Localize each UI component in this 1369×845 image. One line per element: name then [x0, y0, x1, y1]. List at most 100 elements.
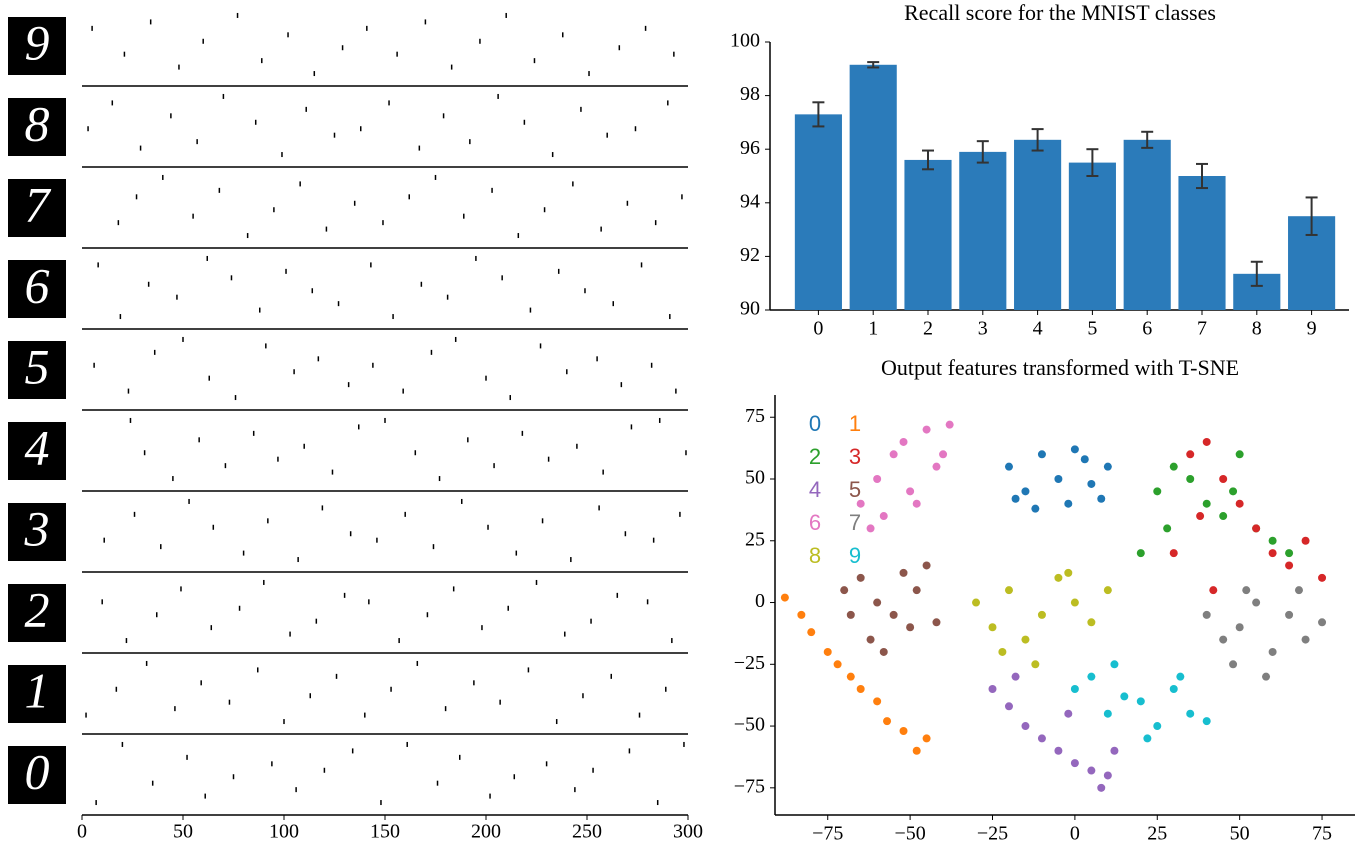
point	[1004, 462, 1013, 471]
x-tick-label: −75	[812, 823, 843, 845]
point	[1176, 672, 1185, 681]
digit-label: 2	[25, 581, 50, 637]
x-tick-label: 0	[1070, 823, 1080, 845]
point	[856, 499, 865, 508]
y-tick-label: 100	[730, 30, 760, 52]
point	[912, 586, 921, 595]
point	[899, 437, 908, 446]
point	[1202, 437, 1211, 446]
point	[1070, 759, 1079, 768]
digit-label: 9	[25, 14, 50, 70]
point	[1235, 450, 1244, 459]
digit-image	[8, 746, 66, 804]
digit-label: 7	[25, 176, 52, 232]
legend-entry: 2	[809, 444, 821, 469]
error-bar	[976, 140, 989, 164]
y-tick-label: 25	[745, 528, 765, 550]
y-tick-label: −50	[734, 714, 765, 736]
digit-image	[8, 98, 66, 156]
point	[1097, 494, 1106, 503]
digit-image	[8, 584, 66, 642]
point	[1021, 487, 1030, 496]
bar	[904, 159, 952, 310]
x-tick-label: −50	[894, 823, 925, 845]
y-tick-label: 92	[740, 244, 760, 266]
point	[1087, 618, 1096, 627]
point	[873, 697, 882, 706]
point	[1136, 697, 1145, 706]
x-tick-label: 6	[1142, 318, 1152, 340]
point	[866, 635, 875, 644]
error-bar	[1196, 162, 1208, 190]
point	[899, 727, 908, 735]
point	[906, 623, 915, 632]
x-tick-label: 50	[173, 821, 193, 843]
point	[797, 610, 806, 619]
point	[1285, 610, 1294, 619]
x-tick-label: 50	[1230, 823, 1250, 845]
point	[972, 598, 981, 607]
point	[807, 628, 816, 637]
point	[1037, 450, 1046, 459]
digit-label: 3	[24, 500, 50, 556]
point	[998, 647, 1007, 656]
legend-entry: 0	[809, 411, 821, 436]
point	[1021, 722, 1030, 731]
point	[840, 586, 849, 595]
x-tick-label: 100	[269, 821, 299, 843]
point	[1285, 561, 1294, 570]
point	[856, 573, 865, 582]
point	[1209, 586, 1218, 595]
point	[1219, 475, 1228, 483]
point	[879, 647, 888, 656]
point	[846, 610, 855, 619]
point	[883, 717, 892, 726]
point	[1219, 635, 1228, 644]
point	[912, 746, 921, 755]
point	[1229, 487, 1238, 496]
point	[1110, 746, 1119, 755]
bar	[1178, 176, 1226, 310]
point	[1031, 660, 1040, 669]
y-tick-label: −75	[734, 775, 765, 797]
y-tick-label: 75	[745, 405, 765, 427]
point	[906, 487, 915, 496]
point	[1103, 586, 1112, 595]
x-tick-label: 8	[1252, 318, 1262, 340]
point	[1219, 512, 1228, 521]
point	[1054, 475, 1063, 483]
digit-label: 4	[25, 419, 50, 475]
point	[922, 425, 931, 434]
error-bar	[1086, 148, 1099, 177]
point	[1186, 450, 1195, 459]
legend-entry: 4	[809, 477, 821, 502]
x-tick-label: 9	[1307, 318, 1317, 340]
point	[1087, 672, 1096, 681]
point	[833, 660, 842, 669]
point	[1031, 504, 1040, 513]
x-tick-label: 25	[1147, 823, 1167, 845]
point	[939, 450, 948, 459]
error-bar	[922, 149, 934, 171]
digit-image	[8, 179, 66, 237]
point	[1202, 717, 1211, 726]
bar	[959, 151, 1007, 310]
point	[945, 420, 954, 429]
point	[1037, 610, 1046, 619]
error-bar	[1250, 260, 1263, 287]
point	[1054, 573, 1063, 582]
x-tick-label: 3	[978, 318, 988, 340]
x-tick-label: 1	[868, 318, 878, 340]
point	[988, 685, 997, 693]
point	[889, 450, 898, 459]
x-tick-label: 75	[1312, 823, 1332, 845]
y-tick-label: 96	[740, 137, 760, 159]
point	[889, 610, 898, 619]
point	[1070, 598, 1079, 607]
point	[780, 593, 789, 602]
point	[846, 672, 855, 681]
point	[823, 647, 832, 656]
x-tick-label: 150	[370, 821, 400, 843]
point	[1011, 494, 1020, 503]
